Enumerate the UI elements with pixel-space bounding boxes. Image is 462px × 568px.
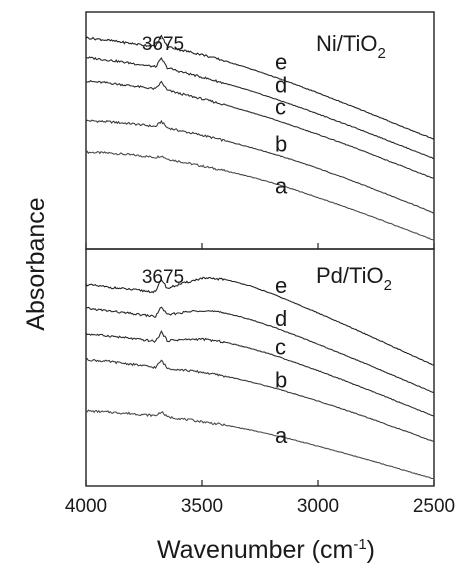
curve-label-top-a: a	[275, 174, 288, 199]
panel-bottom-frame	[85, 248, 435, 487]
spectrum-top-b	[85, 119, 435, 214]
panel-bottom-label: Pd/TiO2	[316, 263, 392, 294]
spectrum-top-d	[85, 56, 435, 160]
y-axis-title: Absorbance	[22, 197, 50, 330]
curve-label-bottom-e: e	[275, 273, 287, 298]
panel-top-peak-label: 3675	[142, 34, 184, 55]
spectrum-bottom-c	[85, 329, 435, 417]
spectrum-top-a	[85, 150, 435, 242]
panel-top-spectra	[85, 34, 435, 242]
curve-label-bottom-a: a	[275, 423, 288, 448]
curve-label-bottom-b: b	[275, 368, 287, 393]
panel-bottom-spectra	[85, 276, 435, 480]
x-axis-tick-labels: 4000 3500 3000 2500	[65, 496, 455, 517]
curve-label-bottom-c: c	[275, 335, 286, 360]
curve-label-top-c: c	[275, 95, 286, 120]
curve-label-top-b: b	[275, 131, 287, 156]
curve-label-top-e: e	[275, 50, 287, 75]
x-tick-label-2500: 2500	[413, 496, 455, 517]
spectrum-bottom-b	[85, 357, 435, 443]
x-axis-ticks	[85, 243, 435, 486]
curve-label-top-d: d	[275, 73, 287, 98]
spectrum-bottom-d	[86, 306, 435, 394]
spectrum-top-c	[85, 79, 435, 180]
x-axis-title: Wavenumber (cm-1)	[157, 536, 375, 564]
curve-label-bottom-d: d	[275, 306, 287, 331]
panel-bottom-peak-label: 3675	[142, 267, 184, 288]
spectrum-bottom-a	[85, 409, 435, 480]
spectrum-bottom-e	[85, 276, 435, 366]
x-tick-label-4000: 4000	[65, 496, 107, 517]
x-tick-label-3500: 3500	[181, 496, 223, 517]
spectrum-top-e	[85, 34, 435, 140]
panel-top-label: Ni/TiO2	[316, 31, 386, 62]
x-tick-label-3000: 3000	[297, 496, 339, 517]
